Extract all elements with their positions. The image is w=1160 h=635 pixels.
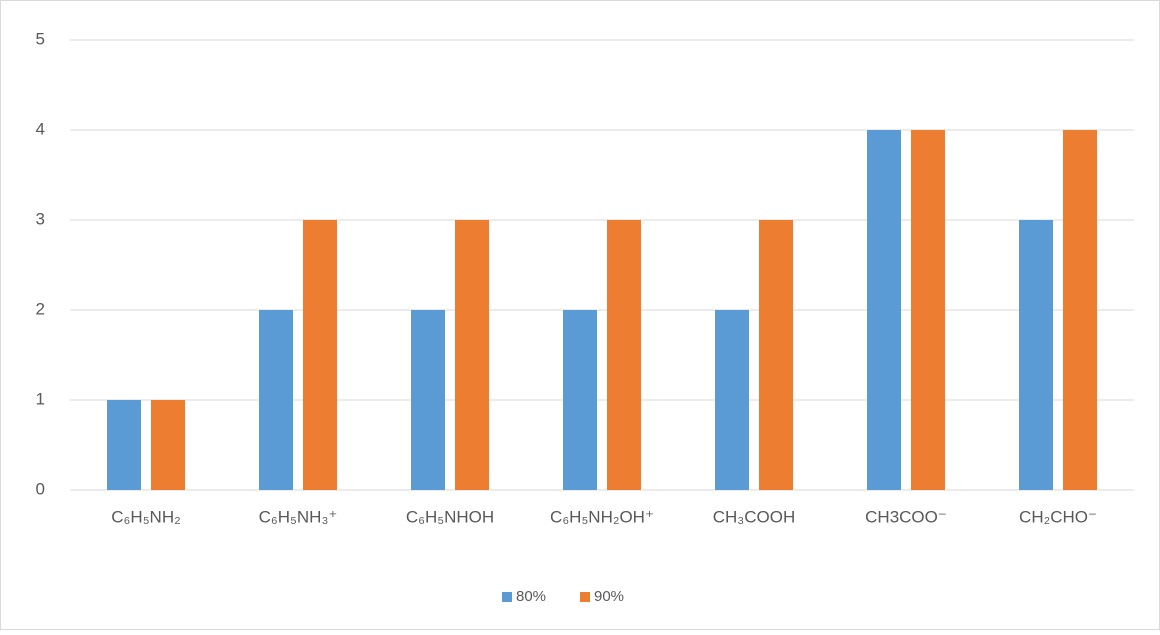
x-tick-label: C₆H₅NH₃⁺	[259, 507, 338, 526]
legend-swatch	[502, 592, 512, 602]
bar	[607, 220, 641, 490]
y-tick-label: 0	[36, 479, 45, 498]
bar	[911, 130, 945, 490]
legend-label: 80%	[516, 588, 546, 605]
bar	[259, 310, 293, 490]
y-tick-label: 5	[36, 29, 45, 48]
bar	[759, 220, 793, 490]
x-tick-label: CH3COO⁻	[865, 507, 947, 526]
bar	[1019, 220, 1053, 490]
legend-label: 90%	[594, 588, 624, 605]
x-tick-label: CH₃COOH	[713, 507, 795, 526]
y-tick-label: 1	[36, 389, 45, 408]
bar	[151, 400, 185, 490]
y-tick-label: 4	[36, 119, 45, 138]
bar	[867, 130, 901, 490]
bar	[455, 220, 489, 490]
bar	[303, 220, 337, 490]
bar	[1063, 130, 1097, 490]
bar	[715, 310, 749, 490]
legend-swatch	[580, 592, 590, 602]
bar	[563, 310, 597, 490]
x-tick-label: C₆H₅NH₂	[111, 507, 180, 526]
y-tick-label: 2	[36, 299, 45, 318]
y-tick-label: 3	[36, 209, 45, 228]
bar	[107, 400, 141, 490]
bar	[411, 310, 445, 490]
x-tick-label: C₆H₅NHOH	[406, 507, 494, 526]
x-tick-label: CH₂CHO⁻	[1019, 507, 1097, 526]
x-tick-label: C₆H₅NH₂OH⁺	[550, 507, 654, 526]
